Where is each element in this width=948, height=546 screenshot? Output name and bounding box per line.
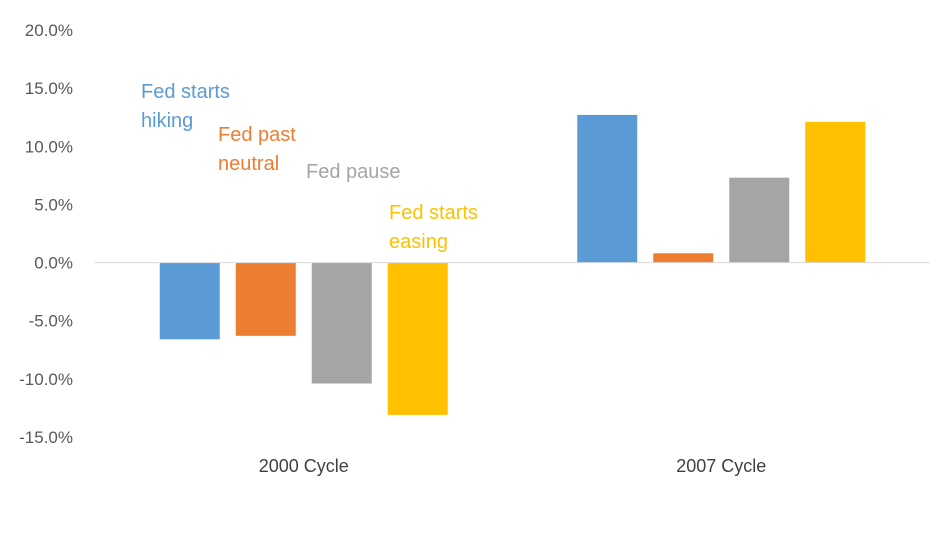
x-axis-categories: 2000 Cycle 2007 Cycle <box>259 456 767 476</box>
annotation-label: neutral <box>218 153 279 175</box>
annotation-label: easing <box>389 231 448 253</box>
y-tick-label: 5.0% <box>34 195 73 214</box>
annotation-label: Fed past <box>218 124 296 146</box>
bar-fed-starts-easing <box>387 262 448 415</box>
y-axis: 20.0% 15.0% 10.0% 5.0% 0.0% -5.0% -10.0% -15.0% <box>19 21 73 447</box>
x-category-label: 2000 Cycle <box>259 456 349 476</box>
annotation-label: Fed starts <box>389 202 478 224</box>
annotation-label: Fed pause <box>306 161 401 183</box>
bar-fed-pause <box>729 177 790 263</box>
y-tick-label: -10.0% <box>19 370 73 389</box>
bar-fed-starts-hiking <box>577 114 638 263</box>
bar-fed-pause <box>311 262 372 384</box>
series-annotations: Fed starts hiking Fed past neutral Fed pause… <box>141 81 478 253</box>
y-tick-label: -15.0% <box>19 428 73 447</box>
x-category-label: 2007 Cycle <box>676 456 766 476</box>
annotation-label: hiking <box>141 110 193 132</box>
annotation-label: Fed starts <box>141 81 230 103</box>
y-tick-label: -5.0% <box>29 312 73 331</box>
bar-fed-past-neutral <box>235 262 296 336</box>
bar-fed-starts-hiking <box>159 262 220 340</box>
y-tick-label: 20.0% <box>25 21 73 40</box>
bar-fed-starts-easing <box>805 121 866 263</box>
y-tick-label: 0.0% <box>34 254 73 273</box>
bar-fed-past-neutral <box>653 253 714 263</box>
y-tick-label: 10.0% <box>25 137 73 156</box>
bars <box>159 114 866 415</box>
y-tick-label: 15.0% <box>25 79 73 98</box>
